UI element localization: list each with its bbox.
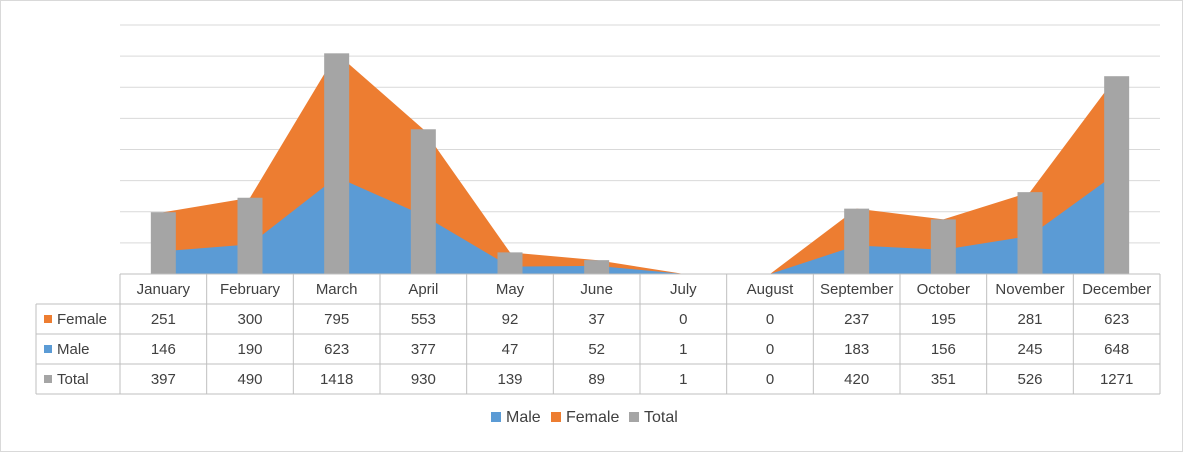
data-value: 139 — [497, 371, 522, 388]
legend-label-male: Male — [506, 409, 541, 426]
category-label: December — [1082, 281, 1151, 298]
data-value: 92 — [502, 311, 519, 328]
data-value: 1 — [679, 341, 687, 358]
category-label: May — [496, 281, 525, 298]
total-bar-march — [324, 53, 349, 274]
data-value: 183 — [844, 341, 869, 358]
total-bar-september — [844, 209, 869, 274]
data-value: 195 — [931, 311, 956, 328]
data-value: 146 — [151, 341, 176, 358]
data-value: 420 — [844, 371, 869, 388]
category-label: June — [580, 281, 613, 298]
data-value: 37 — [588, 311, 605, 328]
category-label: April — [408, 281, 438, 298]
data-value: 156 — [931, 341, 956, 358]
data-value: 1 — [679, 371, 687, 388]
data-value: 0 — [766, 311, 774, 328]
total-bar-may — [498, 252, 523, 274]
category-label: January — [137, 281, 191, 298]
data-value: 245 — [1017, 341, 1042, 358]
data-value: 47 — [502, 341, 519, 358]
legend-key-total — [44, 375, 52, 383]
data-value: 526 — [1017, 371, 1042, 388]
data-value: 623 — [1104, 311, 1129, 328]
data-value: 490 — [237, 371, 262, 388]
data-value: 397 — [151, 371, 176, 388]
data-value: 1271 — [1100, 371, 1133, 388]
category-label: November — [995, 281, 1064, 298]
legend-label-total: Total — [644, 409, 678, 426]
category-label: October — [917, 281, 970, 298]
category-label: July — [670, 281, 697, 298]
data-value: 1418 — [320, 371, 353, 388]
total-bar-february — [238, 198, 263, 274]
legend-key-female — [44, 315, 52, 323]
category-label: September — [820, 281, 893, 298]
legend-swatch-total — [629, 412, 639, 422]
data-value: 648 — [1104, 341, 1129, 358]
total-bar-april — [411, 129, 436, 274]
data-value: 377 — [411, 341, 436, 358]
total-bar-june — [584, 260, 609, 274]
data-value: 251 — [151, 311, 176, 328]
data-value: 281 — [1017, 311, 1042, 328]
data-value: 0 — [679, 311, 687, 328]
total-bar-december — [1104, 76, 1129, 274]
legend-swatch-female — [551, 412, 561, 422]
data-value: 351 — [931, 371, 956, 388]
row-label-female: Female — [57, 311, 107, 328]
legend-key-male — [44, 345, 52, 353]
data-value: 52 — [588, 341, 605, 358]
data-value: 623 — [324, 341, 349, 358]
row-label-total: Total — [57, 371, 89, 388]
data-value: 89 — [588, 371, 605, 388]
total-bar-january — [151, 212, 176, 274]
total-bar-november — [1018, 192, 1043, 274]
legend-label-female: Female — [566, 409, 619, 426]
data-value: 553 — [411, 311, 436, 328]
data-value: 0 — [766, 341, 774, 358]
category-label: August — [747, 281, 795, 298]
legend-swatch-male — [491, 412, 501, 422]
data-value: 300 — [237, 311, 262, 328]
data-value: 0 — [766, 371, 774, 388]
data-value: 190 — [237, 341, 262, 358]
data-value: 795 — [324, 311, 349, 328]
category-label: March — [316, 281, 358, 298]
row-label-male: Male — [57, 341, 90, 358]
category-label: February — [220, 281, 281, 298]
data-value: 930 — [411, 371, 436, 388]
total-bar-october — [931, 219, 956, 274]
data-value: 237 — [844, 311, 869, 328]
